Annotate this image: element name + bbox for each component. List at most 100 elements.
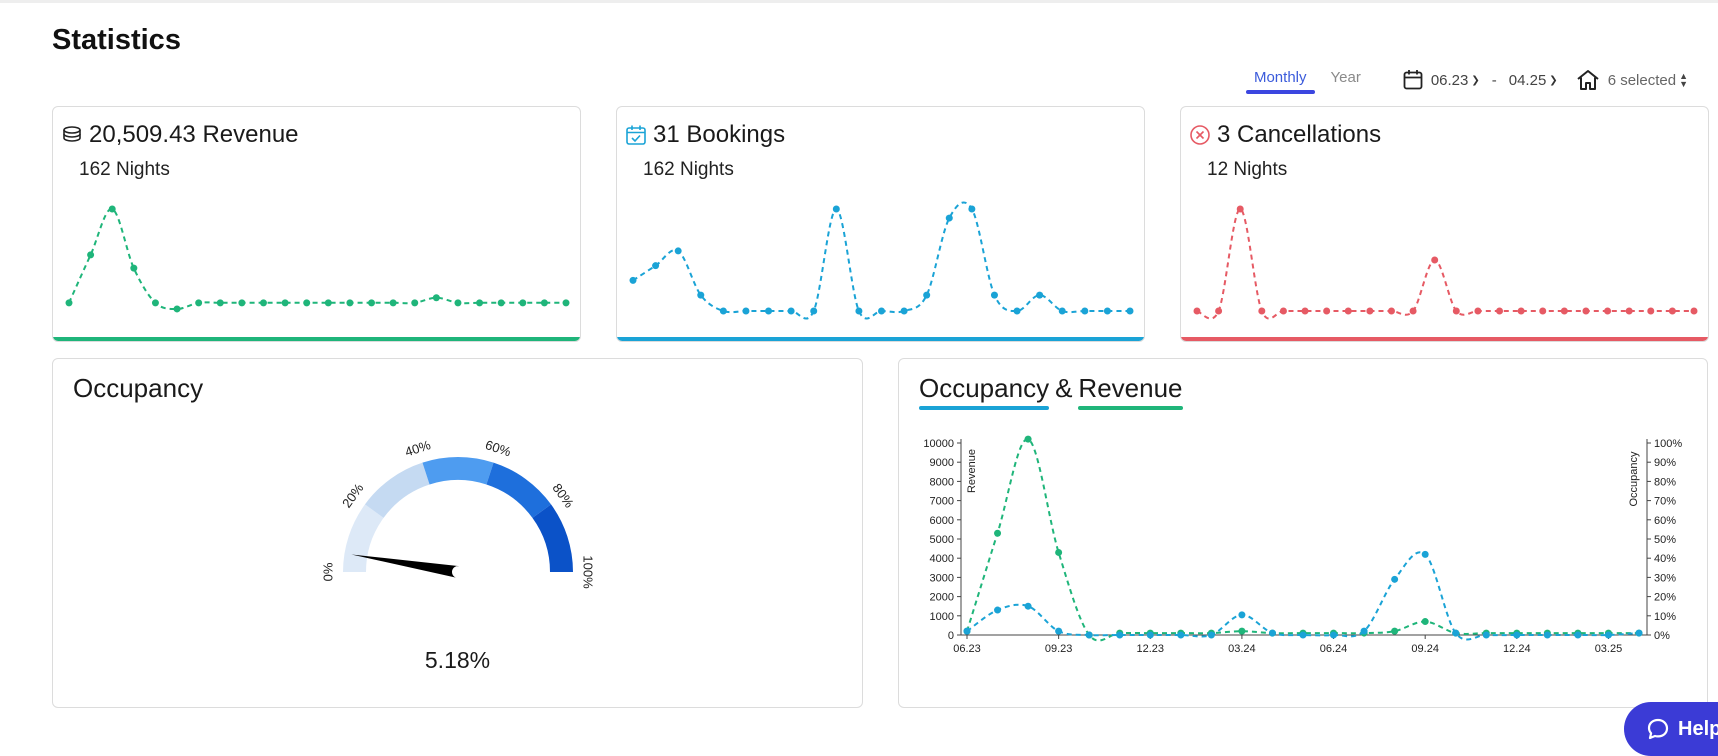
occupancy-point bbox=[1055, 627, 1063, 635]
occupancy-point bbox=[1391, 575, 1399, 583]
bookings-point bbox=[990, 291, 998, 299]
revenue-title: 20,509.43 Revenue bbox=[89, 121, 299, 148]
help-button[interactable]: Help bbox=[1624, 702, 1718, 756]
bookings-nights: 162 Nights bbox=[643, 159, 734, 180]
occupancy-point bbox=[1116, 631, 1124, 639]
left-tick-label: 8000 bbox=[930, 476, 954, 488]
x-tick-label: 09.24 bbox=[1411, 643, 1439, 655]
page-title: Statistics bbox=[52, 24, 181, 56]
gauge-segment bbox=[532, 504, 573, 572]
occupancy-point bbox=[1330, 631, 1338, 639]
x-tick-label: 06.23 bbox=[953, 643, 981, 655]
left-tick-label: 10000 bbox=[923, 438, 954, 450]
legend-occupancy[interactable]: Occupancy bbox=[919, 373, 1050, 410]
revenue-point bbox=[519, 299, 527, 307]
tab-monthly[interactable]: Monthly bbox=[1242, 66, 1319, 94]
revenue-point bbox=[195, 299, 203, 307]
revenue-point bbox=[259, 299, 267, 307]
bookings-point bbox=[810, 307, 818, 315]
legend-revenue[interactable]: Revenue bbox=[1078, 373, 1183, 410]
left-axis-label: Revenue bbox=[966, 449, 978, 493]
home-icon bbox=[1577, 70, 1599, 90]
right-tick-label: 50% bbox=[1654, 534, 1676, 546]
date-to-value: 04.25 bbox=[1508, 71, 1547, 89]
gauge-tick-label: 80% bbox=[550, 481, 578, 511]
cancellations-sparkline bbox=[1193, 205, 1698, 320]
left-tick-label: 1000 bbox=[930, 611, 954, 623]
revenue-accent-bar bbox=[53, 337, 580, 341]
occupancy-point bbox=[1146, 631, 1154, 639]
right-tick-label: 30% bbox=[1654, 572, 1676, 584]
right-tick-label: 20% bbox=[1654, 592, 1676, 604]
occupancy-point bbox=[1482, 631, 1490, 639]
tab-year[interactable]: Year bbox=[1330, 69, 1361, 86]
revenue-point bbox=[562, 299, 570, 307]
right-tick-label: 0% bbox=[1654, 630, 1670, 642]
cancellations-point bbox=[1474, 307, 1482, 315]
bookings-point bbox=[900, 307, 908, 315]
occupancy-series-line bbox=[966, 551, 1640, 641]
gauge-segment bbox=[343, 504, 384, 572]
cancellations-point bbox=[1366, 307, 1374, 315]
bookings-point bbox=[1036, 291, 1044, 299]
revenue-point bbox=[303, 299, 311, 307]
bookings-accent-bar bbox=[617, 337, 1144, 341]
property-select-value: 6 selected bbox=[1607, 71, 1677, 89]
revenue-point bbox=[476, 299, 484, 307]
revenue-point bbox=[540, 299, 548, 307]
gauge-tick-label: 60% bbox=[483, 437, 513, 459]
bookings-point bbox=[629, 276, 637, 284]
left-tick-label: 6000 bbox=[930, 515, 954, 527]
cancellations-accent-bar bbox=[1181, 337, 1708, 341]
cancellations-point bbox=[1344, 307, 1352, 315]
cancel-circle-icon bbox=[1190, 125, 1210, 145]
occupancy-point bbox=[994, 606, 1002, 614]
left-tick-label: 0 bbox=[948, 630, 954, 642]
bookings-point bbox=[719, 307, 727, 315]
occupancy-point bbox=[1635, 629, 1643, 637]
right-tick-label: 70% bbox=[1654, 496, 1676, 508]
gauge-tick-label: 0% bbox=[320, 562, 335, 581]
right-tick-label: 60% bbox=[1654, 515, 1676, 527]
cancellations-point bbox=[1301, 307, 1309, 315]
occupancy-title: Occupancy bbox=[73, 373, 204, 403]
property-select[interactable]: 6 selected ▲ ▼ bbox=[1576, 69, 1688, 91]
cancellations-point bbox=[1625, 307, 1633, 315]
revenue-point bbox=[1421, 618, 1429, 626]
cancellations-point bbox=[1560, 307, 1568, 315]
cancellations-point bbox=[1539, 307, 1547, 315]
occupancy-point bbox=[1238, 611, 1246, 619]
revenue-sparkline bbox=[65, 205, 570, 313]
date-separator: - bbox=[1491, 71, 1497, 89]
cancellations-point bbox=[1236, 205, 1244, 213]
revenue-point bbox=[216, 299, 224, 307]
x-tick-label: 12.23 bbox=[1137, 643, 1165, 655]
gauge-segment bbox=[364, 462, 430, 518]
occupancy-point bbox=[1085, 631, 1093, 639]
bookings-title: 31 Bookings bbox=[653, 121, 786, 148]
help-label: Help bbox=[1678, 717, 1718, 740]
x-tick-label: 12.24 bbox=[1503, 643, 1531, 655]
right-tick-label: 80% bbox=[1654, 476, 1676, 488]
cancellations-point bbox=[1409, 307, 1417, 315]
cancellations-point bbox=[1647, 307, 1655, 315]
right-axis-label: Occupancy bbox=[1628, 451, 1640, 507]
gauge-segment bbox=[422, 457, 494, 485]
date-from-select[interactable]: 06.23 ❯ bbox=[1431, 72, 1480, 89]
revenue-point bbox=[368, 299, 376, 307]
toolbar: Monthly Year 06.23 ❯ - 04.25 ❯ 6 selecte… bbox=[1242, 66, 1688, 94]
cancellations-point bbox=[1323, 307, 1331, 315]
occupancy-point bbox=[1299, 631, 1307, 639]
cancellations-point bbox=[1258, 307, 1266, 315]
cancellations-title: 3 Cancellations bbox=[1217, 121, 1382, 148]
revenue-point bbox=[1024, 435, 1032, 443]
coins-icon bbox=[63, 126, 81, 142]
chevron-down-icon: ❯ bbox=[1471, 74, 1480, 86]
occupancy-point bbox=[1604, 631, 1612, 639]
gauge-needle bbox=[351, 554, 459, 578]
revenue-point bbox=[454, 299, 462, 307]
bookings-point bbox=[674, 247, 682, 255]
date-to-select[interactable]: 04.25 ❯ bbox=[1509, 72, 1558, 89]
revenue-point bbox=[1391, 627, 1399, 635]
bookings-point bbox=[1126, 307, 1134, 315]
